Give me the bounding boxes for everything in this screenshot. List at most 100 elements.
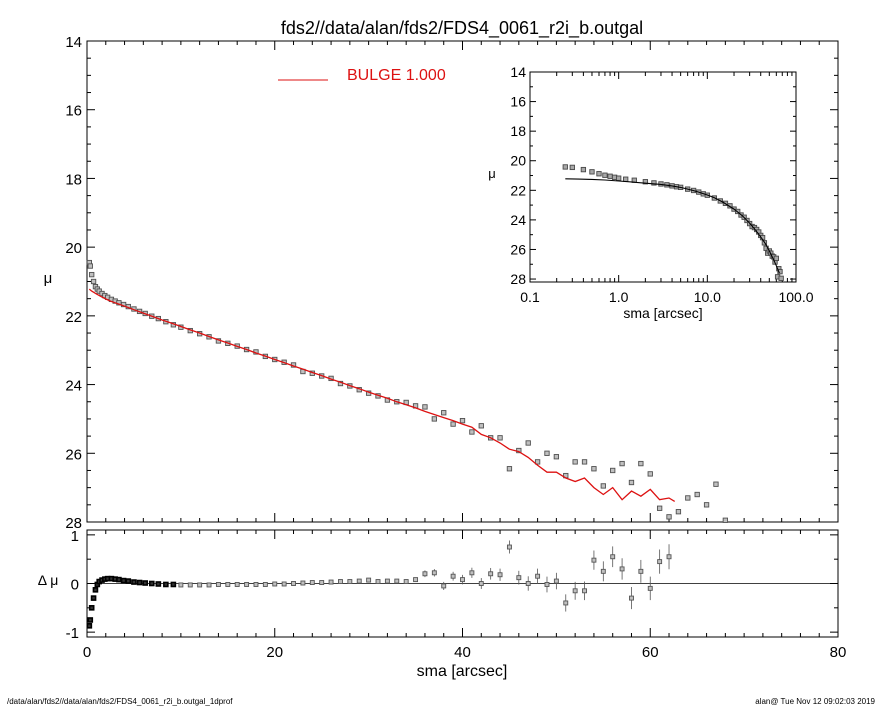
residual-data-point (272, 581, 278, 587)
inset-x-ticks: 0.1 1.0 10.0 100.0 (520, 72, 814, 305)
inset-x-axis-label: sma [arcsec] (623, 305, 702, 321)
bulge-model-line (88, 288, 676, 502)
main-data-point (656, 505, 663, 511)
residual-data-point (262, 582, 268, 587)
inset-y-tick-label: 14 (510, 64, 526, 80)
inset-x-tick-label: 10.0 (694, 289, 721, 305)
inset-model-line-path (565, 178, 780, 274)
residual-data-point (610, 554, 616, 560)
main-data-point (694, 491, 700, 498)
inset-data-point (589, 169, 595, 175)
main-model-line (88, 288, 676, 502)
inset-data-point (778, 275, 784, 281)
inset-data-point (596, 171, 602, 177)
inset-x-tick-label: 1.0 (609, 289, 629, 305)
main-data-point (713, 481, 719, 487)
residual-data-point (366, 577, 372, 583)
residual-data-point (253, 582, 259, 587)
residual-x-axis-label: sma [arcsec] (417, 663, 508, 680)
residual-data-point (309, 580, 315, 585)
residual-data-point (88, 605, 95, 611)
residual-data-point (431, 570, 437, 576)
residual-data-point (666, 554, 672, 560)
residual-data-point (384, 578, 390, 584)
main-panel: 14 16 18 20 22 24 26 28 μ BULGE 1.000 (44, 34, 839, 532)
residual-data-point (460, 577, 465, 583)
main-data-point (525, 440, 531, 446)
inset-y-tick-label: 28 (510, 271, 526, 287)
inset-y-tick-label: 18 (510, 123, 526, 139)
inset-data-point (651, 180, 657, 186)
inset-panel: 14 16 18 20 22 24 26 28 0.1 1.0 10.0 100.0 μ sma [… (488, 64, 813, 321)
residual-data-point (572, 588, 578, 594)
residual-data-point (319, 580, 325, 585)
inset-y-axis-label: μ (488, 166, 496, 181)
main-data-point (572, 459, 578, 465)
main-y-tick-label: 24 (65, 378, 82, 395)
residual-data-point (403, 579, 409, 585)
residual-y-tick-label: 1 (71, 528, 79, 545)
main-data-point (87, 263, 93, 269)
residual-data-point (90, 595, 97, 601)
main-y-tick-label: 28 (65, 515, 82, 532)
residual-data-point (619, 566, 625, 572)
residual-data-point (629, 595, 634, 601)
residual-data-point (647, 585, 653, 591)
residual-x-tick-label: 80 (830, 644, 847, 661)
inset-data-point (569, 164, 575, 171)
main-data-point (450, 421, 456, 427)
residual-data-point (178, 582, 184, 588)
residual-panel: -101 0 20 40 60 80 Δ μ sma [arcsec] (38, 528, 847, 680)
residual-data-point (92, 587, 99, 593)
inset-data-point (777, 268, 783, 275)
residual-data-point (450, 573, 456, 579)
residual-data-point (516, 575, 522, 581)
residual-x-tick-label: 40 (454, 644, 471, 661)
main-data-point (89, 271, 95, 278)
residual-x-tick-label: 0 (83, 644, 91, 661)
residual-data-point (234, 582, 240, 587)
residual-x-tick-label: 60 (642, 644, 659, 661)
main-y-tick-label: 16 (65, 103, 82, 120)
residual-y-tick-label: 0 (71, 577, 79, 594)
residual-data-point (87, 617, 94, 623)
residual-data-point (206, 582, 212, 588)
main-data-point (497, 435, 503, 441)
inset-x-tick-label: 0.1 (520, 289, 540, 305)
main-data-point (685, 495, 691, 501)
inset-data-point (727, 203, 733, 209)
residual-data-point (535, 573, 541, 579)
residual-data-point (300, 580, 306, 586)
residual-data-point (347, 579, 353, 585)
main-y-tick-label: 20 (65, 240, 82, 257)
inset-data-point (623, 176, 629, 182)
residual-data-point (488, 571, 494, 577)
main-data-point (675, 509, 682, 515)
residual-data-point (187, 582, 193, 588)
residual-data-point (170, 581, 177, 588)
residual-y-axis-label: Δ μ (38, 572, 59, 588)
residual-data-point (375, 579, 381, 585)
inset-data-point (562, 164, 568, 170)
main-y-tick-label: 22 (65, 309, 82, 326)
residual-data-point (142, 580, 149, 586)
main-y-ticks: 14 16 18 20 22 24 26 28 (65, 34, 838, 532)
residual-data-point (116, 576, 122, 583)
residual-data-point (356, 578, 362, 584)
residual-data-point (600, 568, 606, 574)
residual-data-point (506, 544, 512, 550)
main-data-point (441, 410, 447, 416)
inset-data-point (602, 172, 608, 178)
residual-data-point (394, 578, 400, 584)
main-data-point (478, 423, 484, 429)
residual-data-point (563, 600, 569, 606)
residual-data-point (86, 623, 93, 629)
main-data-point (506, 466, 513, 472)
main-data-point (666, 514, 672, 520)
residual-markers (86, 540, 672, 629)
main-data-point (534, 459, 541, 465)
main-data-point (610, 467, 616, 474)
residual-data-point (469, 570, 475, 576)
main-data-point (422, 404, 428, 410)
